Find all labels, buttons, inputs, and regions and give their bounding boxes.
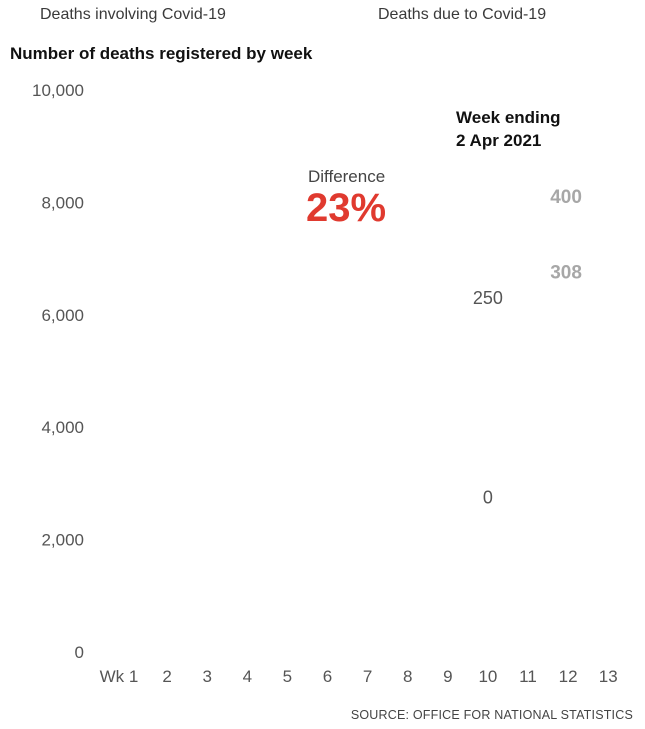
y-tick-label: 10,000 (32, 81, 84, 100)
source-note: SOURCE: OFFICE FOR NATIONAL STATISTICS (350, 708, 633, 722)
y-tick-label: 4,000 (41, 418, 84, 437)
x-tick-label: 8 (403, 667, 412, 686)
x-tick-label: 3 (202, 667, 211, 686)
chart-canvas: 0 2,000 4,000 6,000 8,000 10,000 Wk 1 2 3 4 5 6 7 8 9 1… (32, 81, 618, 686)
value-label: 400 (550, 187, 582, 208)
x-tick-label: 5 (283, 667, 292, 686)
x-tick-label: 13 (599, 667, 618, 686)
week-ending-label: Week ending (456, 108, 561, 127)
x-tick-label: 4 (243, 667, 252, 686)
x-tick-label: 9 (443, 667, 452, 686)
x-tick-label: 7 (363, 667, 372, 686)
x-tick-label: 10 (478, 667, 497, 686)
legend-involving: Deaths involving Covid-19 (40, 6, 226, 23)
x-tick-label: 12 (559, 667, 578, 686)
x-tick-label: 2 (162, 667, 171, 686)
difference-label: Difference (308, 167, 385, 186)
value-label: 250 (473, 288, 503, 308)
y-tick-label: 6,000 (41, 306, 84, 325)
x-tick-label: Wk 1 (100, 667, 139, 686)
chart-title: Number of deaths registered by week (10, 44, 313, 63)
value-label: 308 (550, 263, 582, 284)
week-ending-date: 2 Apr 2021 (456, 131, 541, 150)
y-tick-label: 8,000 (41, 193, 84, 212)
x-tick-label: 6 (323, 667, 332, 686)
x-tick-label: 11 (519, 667, 537, 686)
y-tick-label: 0 (75, 643, 84, 662)
value-label: 0 (483, 487, 493, 507)
difference-value: 23% (306, 186, 386, 230)
y-tick-label: 2,000 (41, 531, 84, 550)
legend-due: Deaths due to Covid-19 (378, 6, 547, 23)
